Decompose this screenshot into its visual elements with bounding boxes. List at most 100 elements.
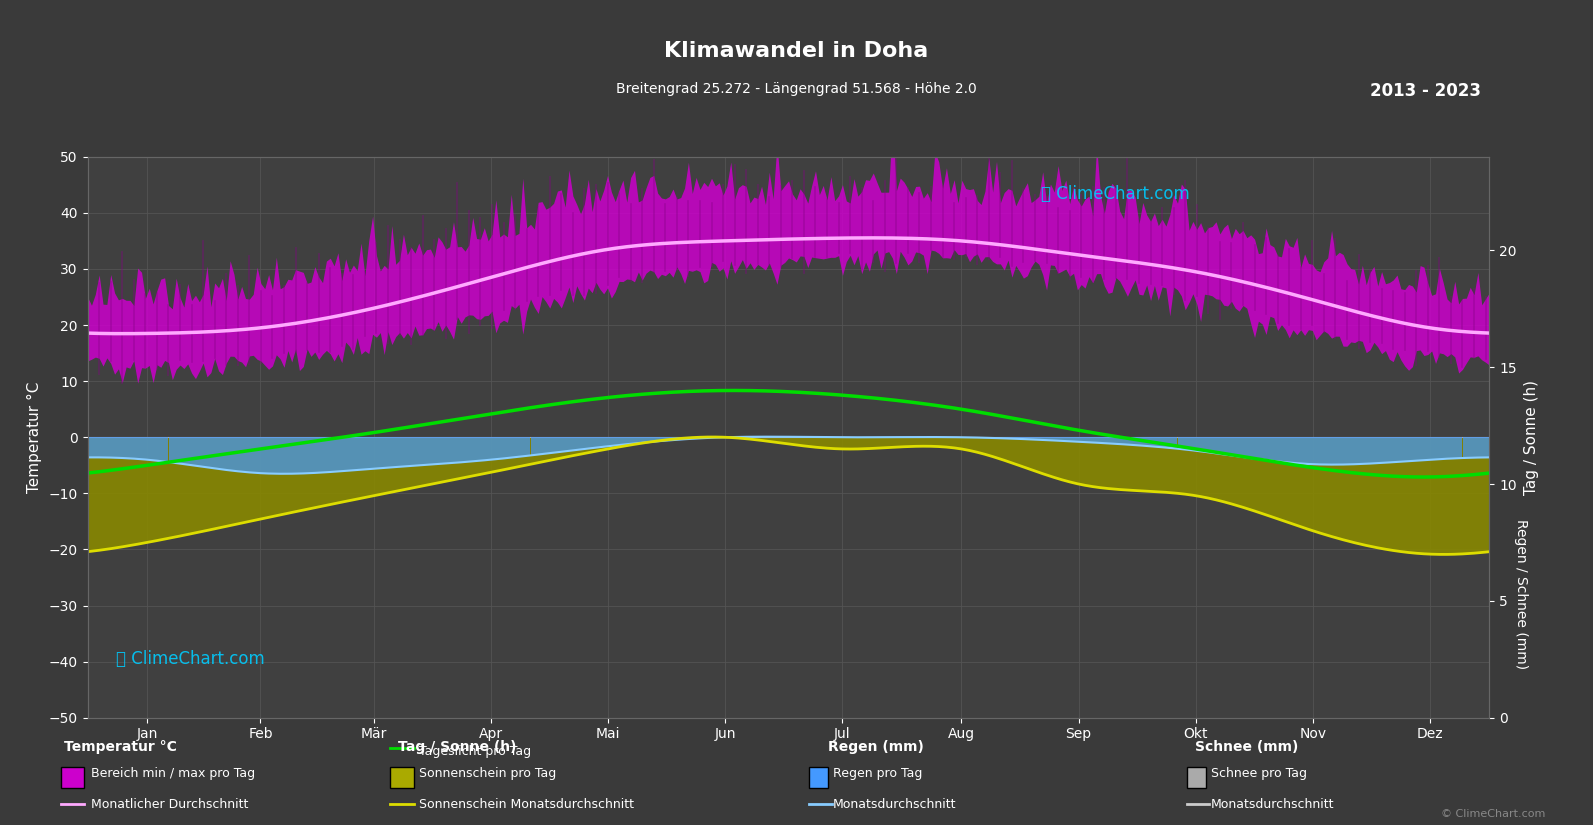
Bar [1324,437,1332,464]
Bar [462,437,468,462]
Bar [476,437,484,460]
Bar [1155,437,1161,447]
Bar [1109,437,1115,444]
Bar [1354,437,1362,464]
Bar [338,437,346,471]
Bar [1201,437,1209,452]
Bar [1177,437,1185,449]
Bar [569,437,577,450]
Bar [1262,437,1270,460]
Bar [145,437,153,460]
Text: Monatlicher Durchschnitt: Monatlicher Durchschnitt [91,799,249,812]
Bar [346,437,354,470]
Bar [1016,437,1023,439]
Bar [693,437,699,439]
Bar [115,437,123,458]
Bar [992,437,1000,438]
Text: Monatsdurchschnitt: Monatsdurchschnitt [1211,799,1335,812]
Bar [1270,437,1278,461]
Bar [631,437,639,443]
Bar [446,437,454,463]
Text: 🌍 ClimeChart.com: 🌍 ClimeChart.com [116,650,264,668]
Bar [1278,437,1286,462]
Bar [237,437,245,472]
Bar [500,437,508,459]
Bar [1147,437,1155,446]
Bar [1131,437,1139,446]
Bar [322,437,330,472]
Bar [362,437,368,469]
Bar [1215,437,1223,454]
Bar [577,437,585,450]
Bar [653,437,661,441]
Bar [430,437,438,464]
Bar [1416,437,1424,460]
Bar [677,437,685,440]
Bar [1340,437,1348,464]
Text: 🌍 ClimeChart.com: 🌍 ClimeChart.com [1040,185,1190,203]
Text: 2013 - 2023: 2013 - 2023 [1370,82,1481,101]
Bar [1139,437,1147,446]
Text: Breitengrad 25.272 - Längengrad 51.568 - Höhe 2.0: Breitengrad 25.272 - Längengrad 51.568 -… [616,82,977,97]
Bar [191,437,199,466]
Bar [454,437,460,463]
Bar [1008,437,1016,439]
Bar [615,437,623,445]
Bar [639,437,647,443]
Text: Tag / Sonne (h): Tag / Sonne (h) [398,740,516,754]
Bar [307,437,315,473]
Bar [91,437,99,457]
Bar [1470,437,1478,458]
Bar [299,437,307,474]
Bar [269,437,276,474]
Bar [1000,437,1008,438]
Bar [1055,437,1063,441]
Bar [276,437,284,474]
Bar [292,437,299,474]
Bar [1286,437,1294,463]
Bar [107,437,115,458]
Bar [84,437,91,457]
Bar [1440,437,1446,459]
Text: Bereich min / max pro Tag: Bereich min / max pro Tag [91,767,255,780]
Bar [1223,437,1231,455]
Bar [1301,437,1308,464]
Text: Sonnenschein Monatsdurchschnitt: Sonnenschein Monatsdurchschnitt [419,799,634,812]
Bar [1362,437,1370,464]
Bar [1063,437,1069,441]
Text: Temperatur °C: Temperatur °C [64,740,177,754]
Bar [1117,437,1123,444]
Bar [99,437,107,457]
Bar [123,437,131,458]
Bar [1255,437,1262,459]
Bar [245,437,253,473]
Bar [1123,437,1131,445]
Text: Schnee pro Tag: Schnee pro Tag [1211,767,1306,780]
Bar [1446,437,1454,459]
Text: © ClimeChart.com: © ClimeChart.com [1440,808,1545,818]
Bar [601,437,607,446]
Bar [508,437,515,458]
Bar [1023,437,1031,439]
Bar [561,437,569,451]
Text: Regen pro Tag: Regen pro Tag [833,767,922,780]
Bar [1316,437,1324,464]
Bar [1424,437,1432,460]
Bar [229,437,237,471]
Bar [1486,437,1493,457]
Bar [1031,437,1039,440]
Bar [699,437,707,438]
Bar [468,437,476,461]
Bar [515,437,523,457]
Bar [392,437,400,467]
Bar [1239,437,1247,457]
Text: Sonnenschein pro Tag: Sonnenschein pro Tag [419,767,556,780]
Bar [1185,437,1193,450]
Bar [1047,437,1055,441]
Bar [1394,437,1400,462]
Bar [215,437,223,469]
Bar [207,437,215,468]
Bar [384,437,392,468]
Bar [1085,437,1093,442]
Text: Monatsdurchschnitt: Monatsdurchschnitt [833,799,957,812]
